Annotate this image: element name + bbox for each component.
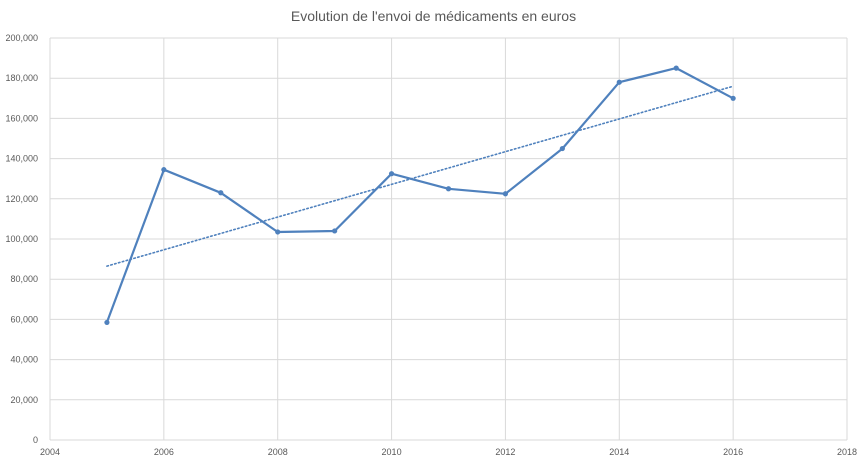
trendline [106,85,734,267]
x-tick-label: 2016 [723,447,743,457]
x-tick-label: 2008 [268,447,288,457]
x-tick-label: 2006 [154,447,174,457]
x-tick-label: 2014 [609,447,629,457]
data-point [332,228,338,234]
y-tick-label: 100,000 [5,234,38,244]
data-point [388,171,395,177]
x-tick-label: 2004 [40,447,60,457]
x-tick-label: 2010 [382,447,402,457]
data-point [502,191,509,197]
y-tick-label: 200,000 [5,33,38,43]
data-point [445,186,452,192]
data-point [673,65,679,71]
x-tick-label: 2012 [495,447,515,457]
y-tick-label: 80,000 [10,274,38,284]
data-point [218,190,224,196]
y-tick-label: 140,000 [5,154,38,164]
data-point [161,167,167,173]
y-tick-label: 60,000 [10,314,38,324]
y-tick-label: 0 [33,435,38,445]
chart-title: Evolution de l'envoi de médicaments en e… [290,8,577,24]
data-point [104,319,110,326]
data-point [275,229,281,235]
y-tick-label: 40,000 [10,355,38,365]
y-tick-label: 120,000 [5,194,38,204]
data-point [730,95,736,101]
series-line [105,66,734,323]
y-tick-label: 20,000 [10,395,38,405]
data-point [616,79,622,85]
data-point [559,145,565,152]
y-tick-label: 180,000 [5,73,38,83]
y-tick-label: 160,000 [5,113,38,123]
x-tick-label: 2018 [837,447,857,457]
